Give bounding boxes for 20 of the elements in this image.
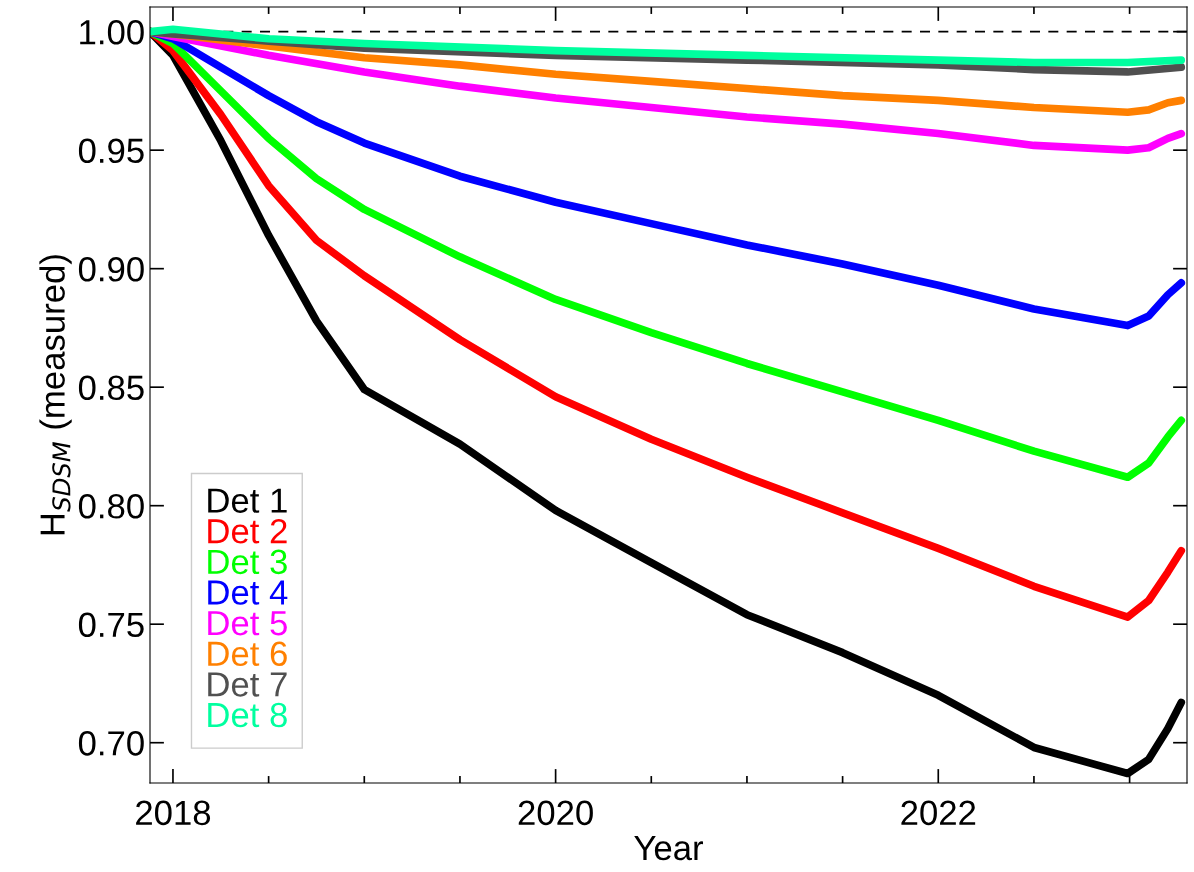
text: Det 5 [208,611,287,636]
y-tick-label: 0.75 [78,612,144,638]
text: Det 2 [208,518,287,544]
y-tick-label: 0.85 [78,375,144,401]
text: Det 6 [208,641,287,667]
text: Det 1 [208,488,287,513]
x-tick-label: 2018 [136,800,211,826]
x-tick-label: 2020 [518,800,593,826]
y-tick-label: 0.80 [78,494,144,519]
text: Det 4 [208,580,288,605]
y-tick-label: 0.70 [78,731,144,756]
y-axis-title: H$_{SDSM}$ (measured) [39,255,72,535]
text: Det 3 [208,549,287,575]
x-tick-label: 2022 [901,800,976,826]
x-axis-title: Year [634,836,704,861]
y-tick-label: 0.90 [78,257,144,282]
y-tick-label: 0.95 [78,138,144,164]
text: Det 8 [208,702,287,728]
text: Det 7 [208,672,287,697]
y-tick-label: 1.00 [80,19,144,45]
